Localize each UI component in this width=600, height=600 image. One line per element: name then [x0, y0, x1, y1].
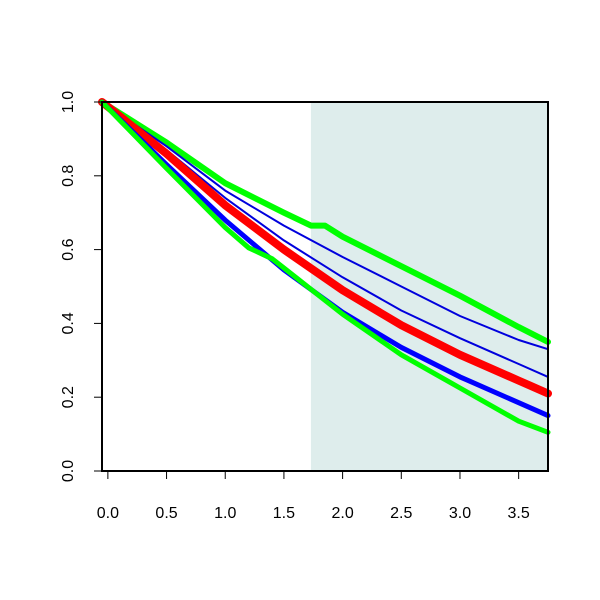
x-tick-label: 1.0 — [214, 505, 236, 522]
series-line-2 — [101, 101, 549, 351]
x-tick-label: 1.5 — [273, 505, 295, 522]
x-tick-label: 2.5 — [390, 505, 412, 522]
x-tick-label: 3.0 — [449, 505, 471, 522]
x-tick-label: 0.0 — [97, 505, 119, 522]
x-tick-label: 2.0 — [331, 505, 353, 522]
y-tick-label: 0.0 — [60, 460, 77, 482]
series-line-4 — [98, 98, 552, 398]
y-tick-label: 0.4 — [60, 312, 77, 334]
y-tick-label: 0.8 — [60, 165, 77, 187]
x-ticks: 0.0 0.5 1.0 1.5 2.0 2.5 3.0 3.5 — [97, 471, 530, 522]
x-tick-label: 0.5 — [155, 505, 177, 522]
x-tick-label: 3.5 — [508, 505, 530, 522]
y-ticks: 0.0 0.2 0.4 0.6 0.8 1.0 — [60, 91, 102, 482]
series-layer — [98, 98, 552, 435]
y-tick-label: 1.0 — [60, 91, 77, 113]
series-line-1 — [99, 99, 551, 345]
series-line-6 — [99, 99, 551, 435]
y-tick-label: 0.6 — [60, 238, 77, 260]
y-tick-label: 0.2 — [60, 386, 77, 408]
shaded-region — [310, 102, 548, 471]
